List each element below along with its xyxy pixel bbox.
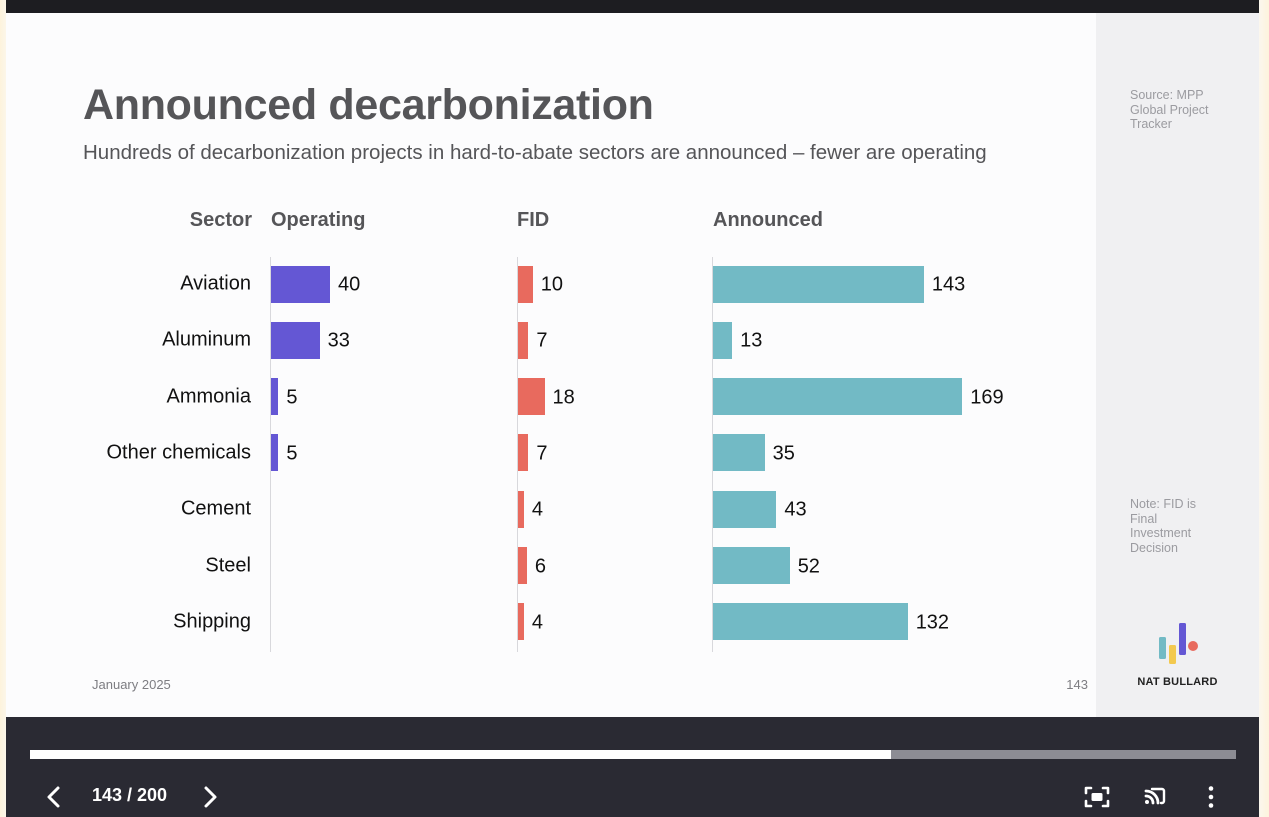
announced-bar (713, 378, 963, 416)
sector-column-header: Sector (189, 209, 252, 231)
announced-bar (713, 434, 765, 472)
operating-bar (271, 321, 320, 359)
previous-slide-button[interactable] (38, 781, 70, 813)
fid-bar (518, 321, 529, 359)
source-note: Source: MPP Global Project Tracker (1130, 88, 1209, 131)
next-slide-button[interactable] (194, 781, 226, 813)
more-vertical-icon (1208, 786, 1214, 808)
presentation-viewer: Announced decarbonization Hundreds of de… (6, 0, 1259, 817)
page-counter: 143 / 200 (92, 785, 168, 805)
slide-date: January 2025 (92, 677, 171, 692)
sector-label: Aluminum (162, 328, 251, 351)
sector-label: Shipping (173, 610, 251, 633)
slide: Announced decarbonization Hundreds of de… (6, 13, 1259, 717)
fullscreen-icon (1084, 786, 1110, 808)
operating-bar (271, 378, 279, 416)
fid-value-label: 4 (531, 611, 544, 634)
fid-value-label: 7 (536, 442, 548, 465)
cast-button[interactable] (1139, 781, 1171, 813)
fid-note: Note: FID is Final Investment Decision (1130, 497, 1196, 555)
sector-label: Ammonia (166, 385, 251, 408)
operating-column-header: Operating (271, 209, 366, 231)
fid-axis (517, 257, 518, 652)
fid-value-label: 4 (531, 498, 544, 521)
announced-value-label: 52 (797, 555, 820, 577)
fid-bar (518, 490, 524, 528)
operating-bar (271, 265, 330, 303)
more-options-button[interactable] (1195, 781, 1227, 813)
fid-value-label: 7 (536, 329, 548, 352)
fid-value-label: 10 (540, 273, 563, 296)
fid-bar (518, 265, 533, 303)
announced-value-label: 13 (740, 329, 763, 352)
sector-label: Other chemicals (106, 441, 252, 464)
announced-bar (713, 490, 777, 528)
fid-column-header: FID (517, 209, 550, 231)
sector-label: Steel (205, 554, 251, 576)
progress-bar[interactable] (30, 750, 1236, 759)
sector-label: Cement (180, 497, 251, 520)
announced-axis (712, 257, 713, 652)
sector-label: Aviation (180, 272, 251, 295)
chevron-right-icon (204, 786, 217, 808)
announced-bar (713, 603, 908, 641)
fid-bar (518, 547, 527, 584)
chevron-left-icon (47, 786, 60, 808)
slide-subtitle: Hundreds of decarbonization projects in … (83, 141, 987, 164)
operating-value-label: 5 (286, 386, 298, 409)
fid-bar (518, 603, 524, 641)
fid-value-label: 18 (552, 386, 575, 409)
operating-value-label: 5 (286, 442, 298, 465)
slide-page-number: 143 (1066, 677, 1088, 692)
operating-value-label: 33 (327, 329, 350, 352)
announced-column-header: Announced (713, 209, 823, 231)
nat-bullard-logo (1159, 623, 1198, 664)
announced-value-label: 143 (931, 273, 966, 296)
slide-side-panel: Source: MPP Global Project Tracker Note:… (1096, 13, 1259, 717)
fid-bar (518, 378, 545, 416)
operating-value-label: 40 (338, 273, 361, 296)
fullscreen-button[interactable] (1081, 781, 1113, 813)
announced-value-label: 132 (915, 611, 950, 634)
fid-value-label: 6 (534, 555, 546, 577)
announced-bar (713, 265, 924, 303)
fid-bar (518, 434, 529, 472)
slide-title: Announced decarbonization (83, 81, 654, 129)
cast-icon (1144, 787, 1166, 805)
announced-bar (713, 321, 733, 359)
operating-axis (270, 257, 271, 652)
operating-bar (271, 434, 279, 472)
announced-bar (713, 547, 790, 584)
announced-value-label: 43 (784, 498, 807, 521)
announced-value-label: 35 (772, 442, 795, 465)
announced-value-label: 169 (970, 386, 1004, 409)
player-controls: 143 / 200 (6, 717, 1259, 817)
brand-name: NAT BULLARD (1137, 676, 1218, 688)
progress-fill (30, 750, 892, 759)
